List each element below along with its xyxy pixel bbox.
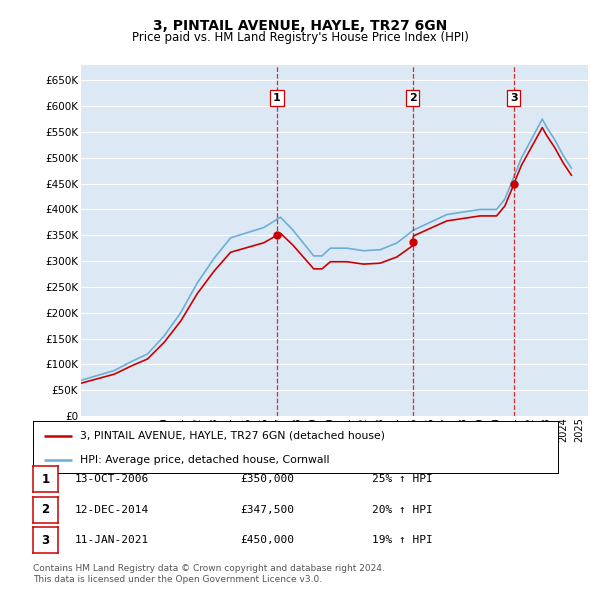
- Point: [509, 179, 518, 189]
- Text: 20% ↑ HPI: 20% ↑ HPI: [372, 505, 433, 514]
- Text: 1: 1: [41, 473, 50, 486]
- Text: 25% ↑ HPI: 25% ↑ HPI: [372, 474, 433, 484]
- Text: £450,000: £450,000: [240, 536, 294, 545]
- Text: 3: 3: [510, 93, 518, 103]
- Text: 11-JAN-2021: 11-JAN-2021: [75, 536, 149, 545]
- Text: 13-OCT-2006: 13-OCT-2006: [75, 474, 149, 484]
- Text: HPI: Average price, detached house, Cornwall: HPI: Average price, detached house, Corn…: [80, 455, 330, 465]
- Point: [272, 231, 282, 240]
- Text: 3: 3: [41, 534, 50, 547]
- Text: Contains HM Land Registry data © Crown copyright and database right 2024.: Contains HM Land Registry data © Crown c…: [33, 565, 385, 573]
- Text: 12-DEC-2014: 12-DEC-2014: [75, 505, 149, 514]
- Text: 2: 2: [409, 93, 416, 103]
- Text: Price paid vs. HM Land Registry's House Price Index (HPI): Price paid vs. HM Land Registry's House …: [131, 31, 469, 44]
- Text: £347,500: £347,500: [240, 505, 294, 514]
- Text: 1: 1: [273, 93, 281, 103]
- Text: 2: 2: [41, 503, 50, 516]
- Text: This data is licensed under the Open Government Licence v3.0.: This data is licensed under the Open Gov…: [33, 575, 322, 584]
- Text: £350,000: £350,000: [240, 474, 294, 484]
- Text: 19% ↑ HPI: 19% ↑ HPI: [372, 536, 433, 545]
- Point: [408, 237, 418, 247]
- Text: 3, PINTAIL AVENUE, HAYLE, TR27 6GN: 3, PINTAIL AVENUE, HAYLE, TR27 6GN: [153, 19, 447, 33]
- Text: 3, PINTAIL AVENUE, HAYLE, TR27 6GN (detached house): 3, PINTAIL AVENUE, HAYLE, TR27 6GN (deta…: [80, 431, 385, 441]
